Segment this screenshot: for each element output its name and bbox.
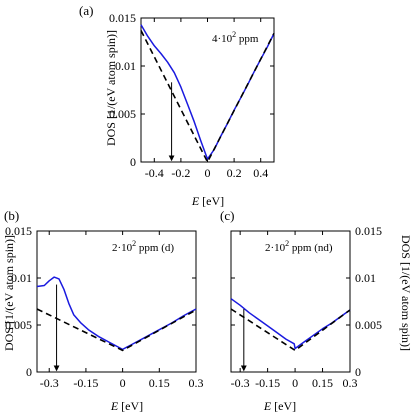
solid-series-line: [230, 298, 351, 350]
y-axis-label: DOS [1/(eV atom spin)]: [399, 235, 413, 351]
panel-letter: (a): [79, 3, 93, 18]
panel-letter: (c): [220, 208, 234, 223]
x-tick-label: -0.15: [73, 376, 98, 390]
panel-annotation: 4·102 ppm: [212, 30, 259, 45]
y-tick-label: 0: [130, 155, 136, 169]
x-tick-label: -0.15: [255, 376, 280, 390]
x-tick-label: 0: [292, 376, 298, 390]
dashed-series-line: [36, 308, 197, 352]
panel-c: (c) 2·102 ppm (nd) DOS [1/(eV atom spin)…: [220, 208, 413, 413]
x-tick-label: 0.2: [227, 166, 242, 180]
panel-b: (b) 2·102 ppm (d) DOS [1/(eV atom spin)]…: [2, 208, 204, 413]
y-tick-label: 0: [26, 365, 32, 379]
y-tick-label: 0.01: [115, 59, 136, 73]
x-axis-label: E [eV]: [110, 399, 143, 413]
panel-letter: (b): [4, 208, 19, 223]
x-axis-label: E [eV]: [191, 194, 224, 208]
panel-a: (a) 4·102 ppm DOS [1/(eV atom spin)] E […: [79, 3, 275, 208]
x-tick-label: -0.4: [145, 166, 164, 180]
y-tick-label: 0.015: [109, 11, 136, 25]
x-axis-label: E [eV]: [263, 399, 296, 413]
y-tick-label: 0.005: [5, 318, 32, 332]
panel-annotation: 2·102 ppm (nd): [265, 239, 333, 254]
y-tick-label: 0.005: [109, 107, 136, 121]
x-tick-label: 0.15: [149, 376, 170, 390]
y-tick-label: 0.01: [11, 271, 32, 285]
y-tick-label: 0.01: [355, 271, 376, 285]
x-tick-label: 0: [205, 166, 211, 180]
x-tick-label: 0.15: [312, 376, 333, 390]
y-tick-label: 0.015: [355, 224, 382, 238]
y-tick-label: 0.015: [5, 224, 32, 238]
plot-area-a: -0.4 -0.2 0 0.2 0.4 0 0.005 0.01 0.015: [109, 11, 275, 180]
x-tick-label: -0.3: [231, 376, 250, 390]
y-axis-label: DOS [1/(eV atom spin)]: [2, 235, 16, 351]
x-tick-label: 0.4: [253, 166, 268, 180]
x-tick-label: -0.2: [171, 166, 190, 180]
y-tick-label: 0.005: [355, 318, 382, 332]
y-tick-label: 0: [355, 365, 361, 379]
x-tick-label: 0: [120, 376, 126, 390]
dashed-series-line: [230, 308, 351, 352]
x-tick-label: 0.3: [343, 376, 358, 390]
x-tick-label: 0.3: [189, 376, 204, 390]
plot-frame: [36, 230, 197, 373]
y-axis-label: DOS [1/(eV atom spin)]: [104, 30, 118, 146]
plot-area-b: -0.3 -0.15 0 0.15 0.3 0 0.005 0.01 0.015: [5, 224, 204, 390]
x-tick-label: -0.3: [40, 376, 59, 390]
panel-annotation: 2·102 ppm (d): [112, 239, 174, 254]
dashed-series-line: [140, 30, 275, 163]
solid-series-line: [36, 276, 197, 351]
plot-frame: [230, 230, 351, 373]
